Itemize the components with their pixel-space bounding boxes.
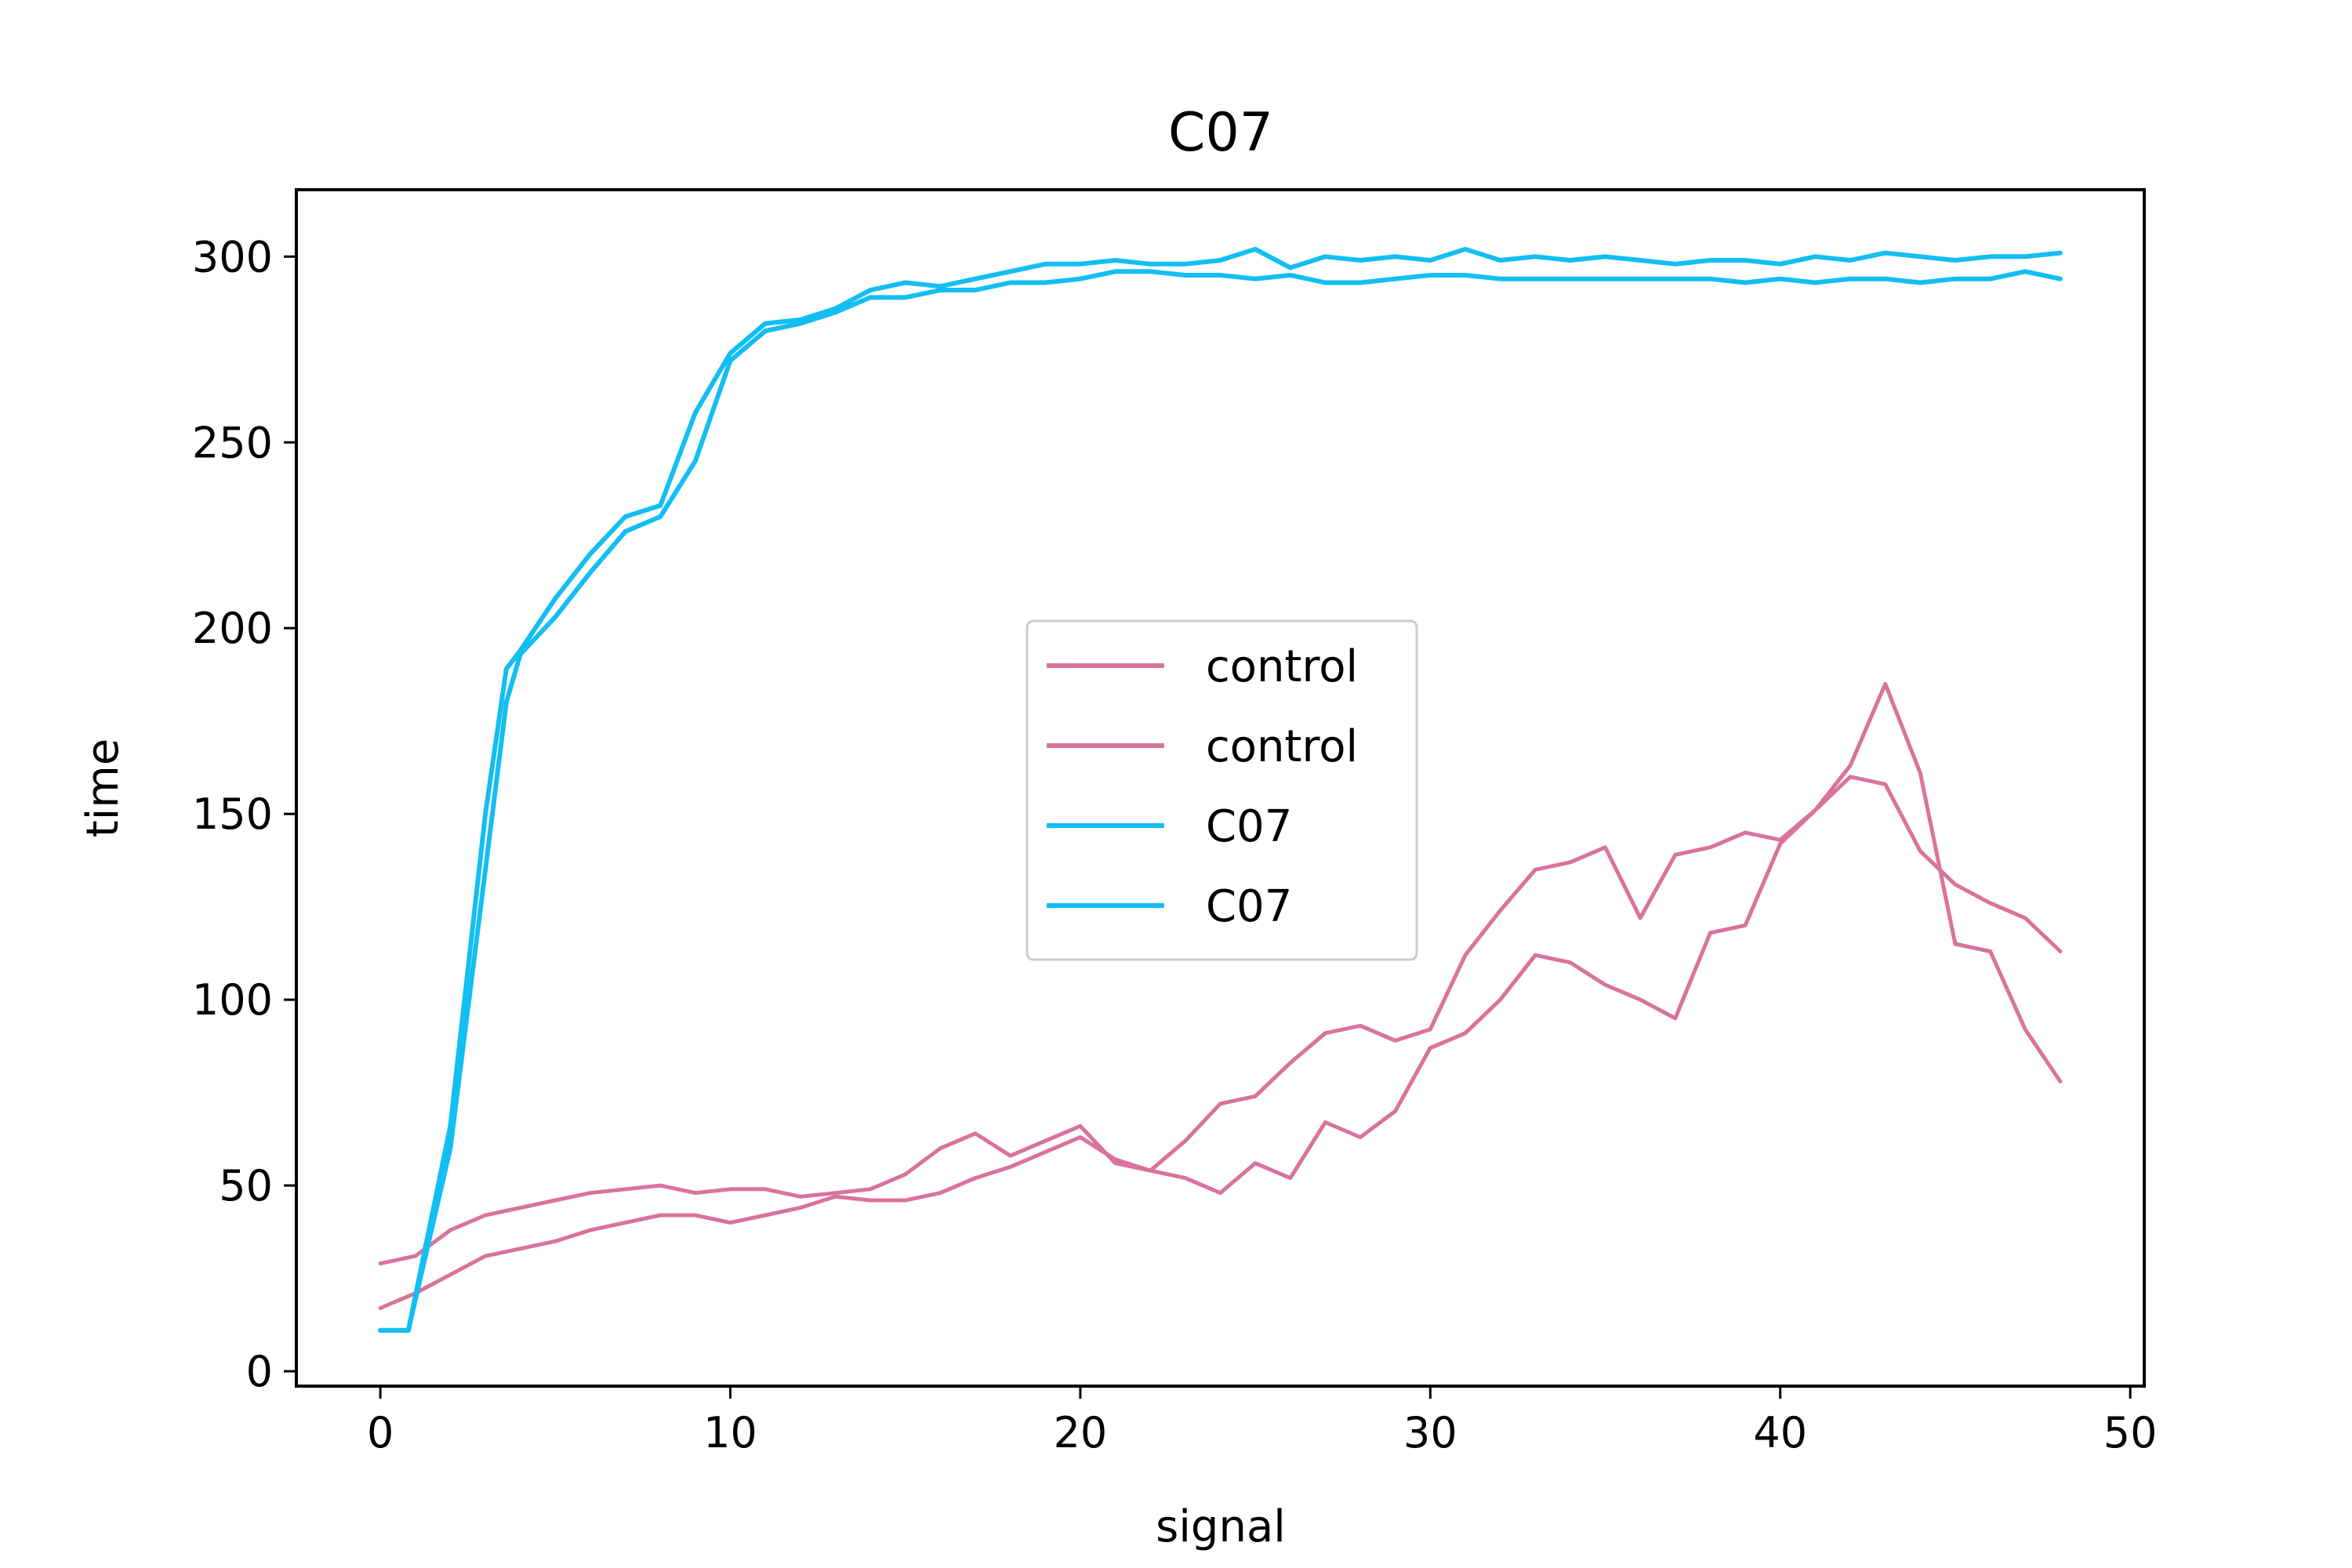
legend-box	[1025, 619, 1418, 961]
series-line-c07-3	[378, 246, 2063, 1333]
y-tick-label: 50	[219, 1161, 273, 1210]
y-tick-label: 100	[192, 975, 273, 1025]
x-tick-label: 30	[1403, 1408, 1457, 1457]
y-tick-label: 250	[192, 418, 273, 467]
series-line-c07-4	[378, 269, 2063, 1333]
y-tick-label: 300	[192, 232, 273, 281]
x-tick-label: 50	[2103, 1408, 2158, 1457]
y-tick-label: 200	[192, 604, 273, 653]
x-axis: 0 10 20 30 40 50	[367, 1386, 2158, 1457]
y-tick-label: 150	[192, 789, 273, 839]
legend: control control C07 C07	[1025, 619, 1418, 961]
series-layer	[378, 246, 2063, 1333]
legend-label: control	[1206, 641, 1358, 692]
x-tick-label: 0	[367, 1408, 394, 1457]
x-tick-label: 10	[703, 1408, 757, 1457]
legend-label: C07	[1206, 881, 1292, 932]
legend-label: C07	[1206, 801, 1292, 852]
y-tick-label: 0	[246, 1347, 273, 1396]
series-line-control-2	[378, 681, 2063, 1310]
x-tick-label: 40	[1753, 1408, 1807, 1457]
chart-title: C07	[1168, 102, 1273, 164]
series-line-control-1	[378, 775, 2063, 1266]
plot-area-frame	[295, 188, 2146, 1388]
legend-label: control	[1206, 721, 1358, 772]
y-axis-label: time	[78, 739, 129, 838]
y-axis: 0 50 100 150 200 250 300	[192, 232, 296, 1396]
x-axis-label: signal	[1156, 1501, 1286, 1552]
x-tick-label: 20	[1054, 1408, 1108, 1457]
